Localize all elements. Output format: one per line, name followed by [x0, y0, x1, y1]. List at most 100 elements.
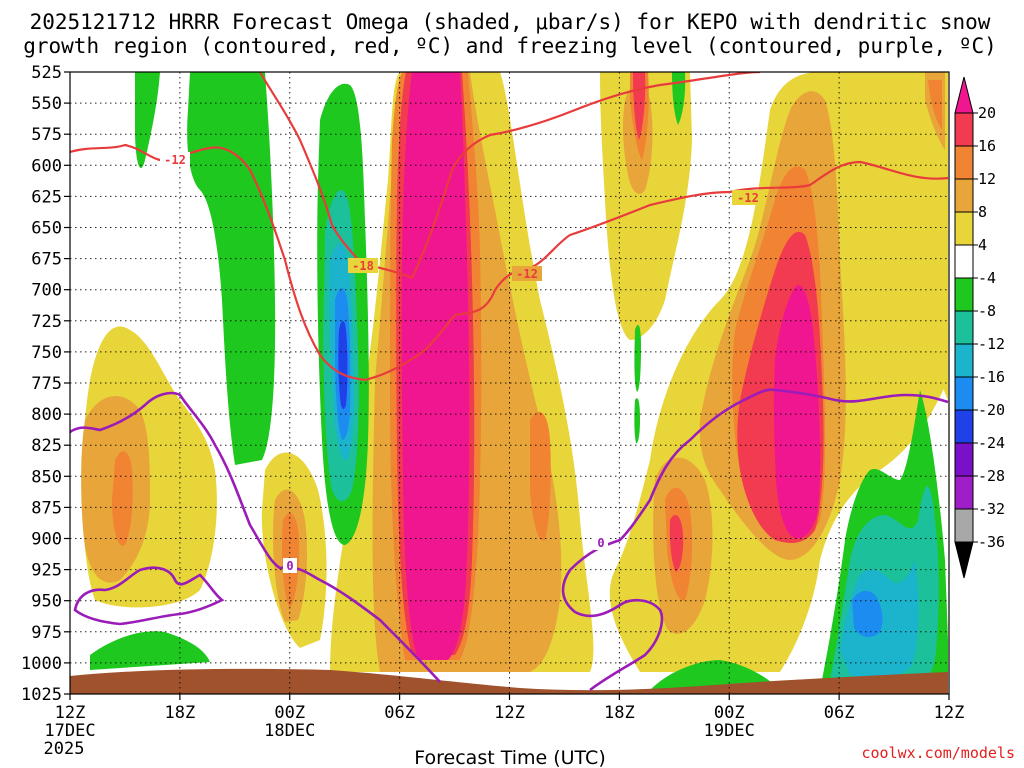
y-axis: 525 550 575 600 625 650 675 700 725 750 775 800 825 8… — [21, 63, 70, 705]
x-tick-year-label: 2025 — [44, 739, 85, 759]
freezing-level-label: 0 — [286, 559, 293, 573]
x-tick-label: 12Z — [934, 703, 965, 723]
colorbar-bin — [954, 112, 974, 147]
colorbar-bin — [954, 508, 974, 543]
y-tick-label: 850 — [31, 467, 62, 487]
isotherm-red-contour — [70, 143, 366, 382]
omega-fill-neg4-8 — [634, 398, 640, 444]
omega-fill-neg20-24 — [338, 321, 348, 410]
colorbar-bin — [954, 310, 974, 345]
colorbar-label: -32 — [978, 500, 1005, 518]
colorbar-bin — [954, 376, 974, 411]
y-tick-label: 825 — [31, 436, 62, 456]
y-tick-label: 975 — [31, 623, 62, 643]
colorbar-bin — [954, 343, 974, 378]
y-tick-label: 900 — [31, 530, 62, 550]
source-credit: coolwx.com/models — [861, 744, 1015, 762]
contour-label-bg — [512, 266, 542, 281]
y-tick-label: 725 — [31, 312, 62, 332]
dgz-contour-label: -18 — [352, 259, 374, 273]
colorbar-label: -36 — [978, 533, 1005, 551]
omega-fill-neg4-8 — [634, 325, 641, 392]
y-tick-label: 750 — [31, 343, 62, 363]
colorbar-label: -4 — [978, 269, 996, 287]
grid — [70, 72, 949, 694]
x-tick-date-label: 18DEC — [264, 721, 315, 741]
freezing-level-label: 0 — [597, 536, 604, 550]
x-tick-label: 18Z — [604, 703, 635, 723]
y-tick-label: 1000 — [21, 654, 62, 674]
dgz-contour-label: -12 — [164, 153, 186, 167]
omega-fill-gt20 — [773, 285, 821, 539]
omega-fill-neg4-8 — [135, 72, 160, 169]
colorbar-bin — [954, 211, 974, 246]
y-tick-label: 775 — [31, 374, 62, 394]
y-tick-label: 650 — [31, 219, 62, 239]
omega-fill-neg4-8 — [90, 631, 210, 670]
x-axis-title: Forecast Time (UTC) — [414, 747, 605, 768]
omega-fill-gt20 — [401, 72, 470, 660]
colorbar-top-triangle — [954, 76, 974, 114]
contour-label-bg — [283, 558, 297, 573]
colorbar-label: -8 — [978, 302, 996, 320]
omega-fill-neg4-8 — [187, 72, 276, 465]
colorbar-bin — [954, 442, 974, 477]
y-tick-label: 950 — [31, 592, 62, 612]
colorbar-label: 20 — [978, 104, 996, 122]
omega-shading — [70, 72, 948, 694]
y-tick-label: 550 — [31, 94, 62, 114]
y-tick-label: 575 — [31, 125, 62, 145]
colorbar-bin — [954, 409, 974, 444]
x-tick-label: 12Z — [494, 703, 525, 723]
y-tick-label: 625 — [31, 187, 62, 207]
colorbar-label: -12 — [978, 335, 1005, 353]
colorbar-bin — [954, 277, 974, 312]
y-tick-label: 525 — [31, 63, 62, 83]
omega-fill-12-16 — [112, 451, 133, 546]
colorbar-bottom-triangle — [954, 541, 974, 579]
x-tick-label: 06Z — [824, 703, 855, 723]
omega-fill-12-16 — [928, 80, 942, 130]
freezing-level-contour — [561, 388, 949, 692]
contour-label-bg — [594, 535, 608, 550]
freezing-level-contour — [73, 566, 225, 626]
omega-fill-neg4-8 — [672, 72, 686, 125]
colorbar-bin — [954, 244, 974, 279]
colorbar-label: 4 — [978, 236, 987, 254]
dgz-contour-label: -12 — [516, 267, 538, 281]
colorbar-label: 8 — [978, 203, 987, 221]
x-tick-label: 06Z — [384, 703, 415, 723]
omega-fill-neg4-8 — [650, 660, 780, 690]
y-tick-label: 925 — [31, 561, 62, 581]
x-tick-date-label: 19DEC — [704, 721, 755, 741]
colorbar-label: -24 — [978, 434, 1005, 452]
colorbar-bin — [954, 178, 974, 213]
colorbar-bin — [954, 145, 974, 180]
colorbar-label: -28 — [978, 467, 1005, 485]
omega-fill-16-20 — [669, 515, 684, 572]
colorbar-label: -16 — [978, 368, 1005, 386]
contour-label-bg — [348, 258, 378, 273]
colorbar-label: 12 — [978, 170, 996, 188]
contour-labels: -12 -18 -12 -12 0 0 — [160, 152, 764, 573]
contour-label-bg — [160, 152, 190, 167]
y-tick-label: 700 — [31, 281, 62, 301]
y-tick-label: 675 — [31, 250, 62, 270]
contours — [70, 72, 949, 692]
y-tick-label: 1025 — [21, 685, 62, 705]
colorbar: 20 16 12 8 4 -4 -8 -12 -16 -20 -24 -28 -32 -36 — [954, 76, 1005, 579]
y-tick-label: 800 — [31, 405, 62, 425]
x-tick-label: 00Z — [274, 703, 305, 723]
freezing-level-contour — [70, 391, 441, 683]
y-tick-label: 600 — [31, 156, 62, 176]
y-tick-label: 875 — [31, 498, 62, 518]
colorbar-label: -20 — [978, 401, 1005, 419]
x-tick-date-label: 17DEC — [44, 721, 95, 741]
chart-title-line-1: 2025121712 HRRR Forecast Omega (shaded, … — [30, 10, 991, 34]
x-tick-label: 18Z — [165, 703, 196, 723]
dgz-contour-label: -12 — [737, 191, 759, 205]
colorbar-label: 16 — [978, 137, 996, 155]
isotherm-red-contour — [364, 160, 949, 382]
